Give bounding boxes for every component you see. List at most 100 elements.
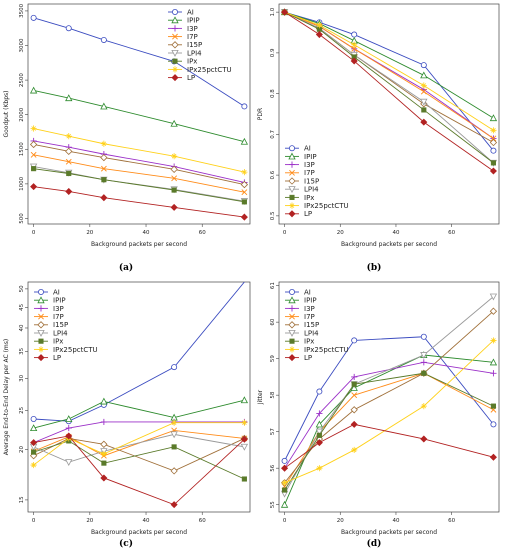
data-point-I7P — [65, 158, 72, 165]
legend-label-IPx: IPx — [304, 194, 314, 202]
legend-label-LP: LP — [187, 74, 195, 82]
y-tick-label: 1500 — [19, 142, 25, 156]
y-tick-label: 25 — [19, 406, 25, 413]
legend-label-AI: AI — [187, 8, 194, 16]
legend-marker-IPIP — [171, 16, 179, 24]
legend-label-IPx25pctCTU: IPx25pctCTU — [304, 202, 349, 210]
data-point-LP — [65, 432, 73, 440]
data-point-I7P — [171, 175, 178, 182]
panel-caption: (d) — [367, 538, 382, 549]
data-point-IPIP — [170, 119, 178, 127]
data-point-LP — [315, 439, 323, 447]
data-point-I3P — [65, 424, 72, 432]
legend-marker-IPx — [289, 338, 295, 344]
series-line-AI — [33, 17, 245, 107]
data-point-I15P — [350, 406, 358, 414]
data-point-IPIP — [65, 94, 73, 102]
x-tick-label: 0 — [32, 230, 36, 236]
data-point-IPIP — [315, 420, 324, 428]
legend-label-LPI4: LPI4 — [304, 186, 319, 194]
x-tick-label: 20 — [337, 518, 344, 524]
data-point-IPx25pctCTU — [351, 446, 358, 454]
data-point-IPx — [101, 177, 107, 183]
legend-label-LP: LP — [53, 354, 61, 362]
chart-panel-d: 0 20 40 60 55 56 57 58 59 60 61 Background packets … — [257, 281, 500, 549]
legend-marker-IPx25pctCTU — [171, 66, 179, 73]
data-point-LP — [350, 57, 358, 65]
series-line-IPx — [284, 11, 494, 164]
legend-label-I7P: I7P — [187, 33, 198, 41]
data-point-I15P — [65, 147, 73, 156]
legend-label-IPx25pctCTU: IPx25pctCTU — [304, 346, 349, 354]
chart-panel-b: 0 20 40 60 0.5 0.6 0.7 0.8 0.9 1.0 Background pack… — [257, 3, 500, 273]
data-point-LP — [30, 183, 38, 191]
legend-label-IPx25pctCTU: IPx25pctCTU — [53, 346, 98, 354]
legend-marker-IPx — [289, 194, 295, 200]
data-point-I15P — [100, 440, 108, 448]
data-point-IPIP — [489, 114, 498, 122]
data-point-IPx — [171, 444, 177, 450]
data-point-IPx25pctCTU — [30, 461, 37, 469]
series-line-LP — [284, 423, 494, 469]
legend-label-I15P: I15P — [53, 321, 68, 329]
x-axis-label: Background packets per second — [91, 529, 187, 536]
data-point-LP — [420, 118, 428, 126]
data-point-LP — [240, 213, 248, 221]
legend-marker-LPI4 — [288, 186, 296, 194]
data-point-LP — [170, 501, 178, 509]
legend-marker-LPI4 — [288, 330, 296, 337]
series-line-IPx25pctCTU — [284, 340, 494, 484]
data-point-AI — [241, 103, 248, 110]
series-line-I15P — [284, 11, 494, 143]
data-point-I15P — [29, 140, 38, 149]
data-point-I7P — [30, 151, 37, 158]
data-point-I7P — [420, 88, 427, 95]
legend-label-IPIP: IPIP — [187, 17, 200, 25]
legend-marker-IPx — [38, 338, 44, 344]
data-point-IPIP — [420, 71, 428, 79]
data-point-IPx25pctCTU — [171, 419, 178, 426]
data-point-LP — [489, 453, 497, 461]
data-point-I15P — [100, 153, 108, 162]
series-line-I7P — [284, 11, 494, 139]
data-point-IPx — [421, 370, 427, 376]
series-line-LP — [284, 11, 494, 172]
data-point-LP — [315, 31, 323, 39]
legend-marker-LPI4 — [37, 330, 45, 337]
data-point-I15P — [489, 138, 498, 147]
series-layer — [29, 282, 249, 509]
data-point-LPI4 — [315, 428, 324, 436]
x-tick-label: 40 — [143, 518, 150, 524]
data-point-LPI4 — [420, 98, 428, 106]
x-tick-label: 60 — [448, 518, 455, 524]
legend-marker-I3P — [171, 25, 179, 32]
legend-marker-AI — [288, 288, 295, 295]
data-point-IPx25pctCTU — [490, 127, 497, 134]
legend-label-I3P: I3P — [53, 305, 64, 313]
x-tick-label: 0 — [283, 230, 287, 236]
y-tick-label: 55 — [270, 501, 276, 508]
legend-marker-IPIP — [288, 296, 296, 304]
legend-label-AI: AI — [304, 288, 311, 296]
data-point-LPI4 — [170, 431, 178, 439]
series-line-I3P — [33, 421, 245, 444]
x-axis-label: Background packets per second — [341, 241, 437, 248]
y-tick-label: 2500 — [19, 73, 25, 87]
y-axis-label: PDR — [257, 108, 264, 120]
legend-marker-I7P — [172, 33, 178, 40]
x-tick-label: 40 — [392, 230, 399, 236]
legend-marker-IPIP — [288, 152, 296, 160]
x-tick-label: 60 — [448, 230, 455, 236]
legend-marker-I7P — [289, 169, 295, 176]
data-point-AI — [65, 25, 72, 32]
x-axis-label: Background packets per second — [91, 241, 187, 248]
x-tick-label: 60 — [199, 518, 206, 524]
series-line-LP — [33, 435, 245, 506]
x-tick-label: 0 — [32, 518, 36, 524]
y-tick-label: 40 — [19, 324, 25, 331]
data-point-I3P — [316, 410, 323, 417]
data-point-I7P — [490, 135, 497, 142]
y-tick-label: 500 — [19, 213, 25, 224]
